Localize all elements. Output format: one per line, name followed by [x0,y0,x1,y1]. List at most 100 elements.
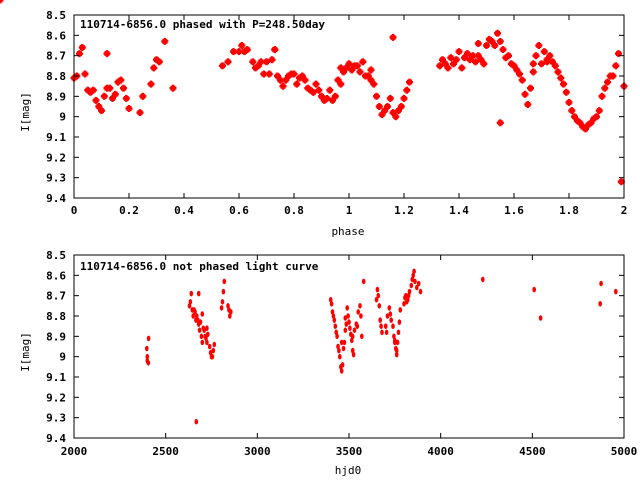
phased-plot-point [554,68,562,76]
phased-plot-point [549,58,556,66]
phased-plot-point [122,94,130,102]
phased-plot-point [342,64,350,72]
phased-plot-point [249,58,257,66]
phased-plot-point [76,50,83,58]
not-phased-plot-point [196,290,201,297]
not-phased-plot: 2000 2500 3000 3500 4000 4500 5000 8.58.68.78.… [19,249,637,477]
not-phased-plot-point [337,347,341,354]
not-phased-plot-point [343,327,348,334]
phased-plot-point [527,84,534,92]
phased-plot-point [235,48,243,56]
phased-plot-point [241,48,248,56]
phased-plot-point [579,123,587,131]
not-phased-plot-point [481,276,485,283]
phased-plot-point [106,84,114,92]
not-phased-plot-point [383,323,388,330]
phased-plot-point [562,88,570,96]
not-phased-plot-y-tick-label: 9.4 [46,432,66,445]
not-phased-plot-point [409,282,414,289]
phased-plot-y-tick-label: 8.8 [46,70,66,83]
phased-plot-point [155,58,163,66]
phased-plot-point [436,62,444,70]
phased-plot-point [337,64,345,72]
not-phased-plot-x-tick-label: 2500 [152,445,179,458]
not-phased-plot-point [348,325,352,332]
not-phased-plot-point [188,299,193,305]
phased-plot-point [463,50,471,58]
not-phased-plot-point [202,327,206,334]
phased-plot-y-tick-label: 9 [59,111,66,124]
not-phased-plot-point [210,353,215,360]
not-phased-plot-y-tick-label: 9 [59,351,66,364]
not-phased-plot-point [205,325,209,332]
phased-plot-point [381,107,389,115]
phased-plot-point [254,62,262,70]
not-phased-plot-x-tick-label: 5000 [611,445,638,458]
phased-plot-point [81,70,89,78]
phased-plot-point [615,50,622,58]
phased-plot-point [282,76,290,84]
not-phased-plot-x-tick-label: 3000 [244,445,271,458]
phased-plot-point [573,117,581,125]
not-phased-plot-point [387,305,392,311]
phased-plot-y-tick-label: 8.9 [46,90,66,103]
phased-plot-point [395,107,402,115]
phased-plot-point [507,60,515,68]
not-phased-plot-x-axis-label: hjd0 [335,464,362,477]
phased-plot-point [450,60,457,68]
phased-plot-point [315,86,323,94]
phased-plot-point [367,66,375,74]
phased-plot-point [598,92,606,100]
phased-plot-point [510,62,518,70]
not-phased-plot-point [146,335,151,342]
phased-plot-point [238,42,246,49]
phased-plot-x-tick-label: 1.8 [559,204,579,217]
not-phased-plot-point [412,268,416,275]
phased-plot-y-tick-label: 9.4 [46,192,66,205]
not-phased-plot-point [352,327,357,334]
phased-plot-point [279,82,287,90]
not-phased-plot-point [375,286,380,293]
not-phased-plot-point [404,292,408,299]
phased-plot-point [84,86,92,94]
phased-plot-point [400,94,408,102]
phased-plot-point [304,84,312,92]
phased-plot-point [496,37,504,45]
phased-plot-point [318,92,325,100]
phased-plot-x-tick-label: 0 [71,204,78,217]
not-phased-plot-point [229,309,233,315]
not-phased-plot-point [347,319,351,325]
phased-plot-point [560,80,567,88]
not-phased-plot-point [145,345,149,352]
phased-plot-point [364,72,372,80]
phased-plot-point [582,125,589,133]
not-phased-plot-point [346,313,350,319]
not-phased-plot-point [355,323,360,330]
phased-plot-point [551,62,559,70]
phased-plot-point [276,76,284,84]
phased-plot-point [345,60,353,68]
phased-plot-point [367,76,375,84]
phased-plot-point [274,72,281,80]
phased-plot-point [505,52,512,60]
phased-plot-point [125,105,133,112]
phased-plot-point [521,90,529,98]
phased-plot-point [307,86,314,94]
not-phased-plot-point [200,311,205,317]
not-phased-plot-point [197,327,202,334]
not-phased-plot-point [211,347,216,354]
not-phased-plot-point [220,299,225,305]
not-phased-plot-point [396,329,401,336]
not-phased-plot-point [380,329,384,336]
phased-plot-point [169,84,177,92]
phased-plot-point [568,107,576,115]
not-phased-plot-point [345,305,350,311]
not-phased-plot-point [340,362,345,368]
phased-plot-point [147,80,155,88]
phased-plot-point [378,111,386,119]
not-phased-plot-point [598,301,602,307]
not-phased-plot-point [339,339,344,346]
phased-plot-point [441,60,449,68]
